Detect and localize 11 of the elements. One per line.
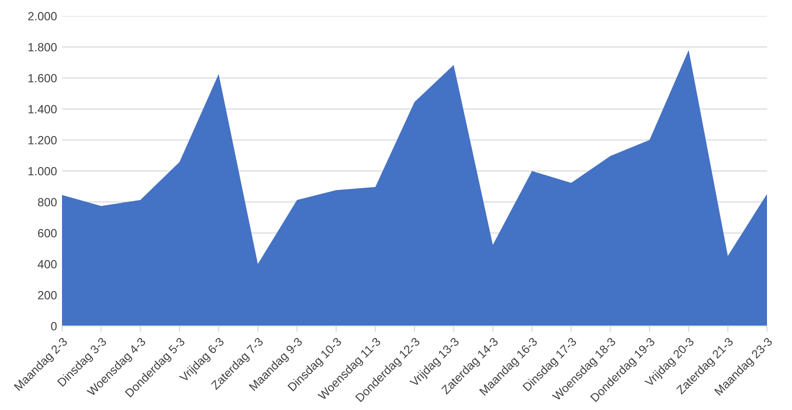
- y-tick-label: 200: [38, 291, 57, 300]
- y-tick-label: 600: [38, 229, 57, 238]
- y-tick-label: 1.600: [28, 74, 57, 82]
- y-tick-label: 1.000: [28, 167, 57, 176]
- y-tick-label: 1.800: [28, 43, 57, 52]
- y-tick-label: 2.000: [28, 12, 57, 20]
- y-tick-label: 800: [38, 198, 57, 206]
- y-tick-label: 1.400: [28, 105, 57, 114]
- y-tick-label: 0: [51, 322, 57, 330]
- y-tick-label: 400: [38, 260, 57, 268]
- y-tick-label: 1.200: [28, 136, 57, 144]
